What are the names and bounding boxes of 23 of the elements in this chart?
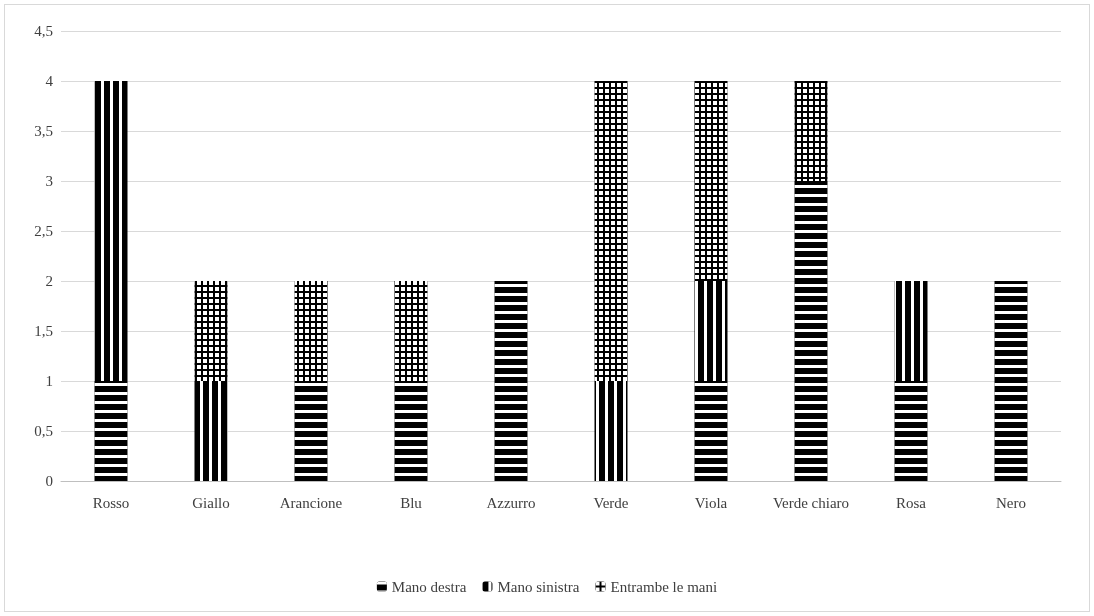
y-tick-label: 2 — [45, 273, 53, 289]
x-tick-label: Verde — [593, 494, 629, 511]
y-tick-label: 2,5 — [34, 223, 53, 239]
legend-label: Entrambe le mani — [610, 578, 718, 595]
x-tick-label: Giallo — [192, 494, 230, 511]
y-tick-label: 0 — [45, 473, 53, 489]
y-tick-label: 4,5 — [34, 23, 53, 39]
x-tick-label: Azzurro — [486, 494, 536, 511]
y-tick-label: 1,5 — [34, 323, 53, 339]
x-tick-label: Arancione — [279, 494, 343, 511]
y-tick-label: 0,5 — [34, 423, 53, 439]
legend-label: Mano sinistra — [497, 578, 580, 595]
legend-label: Mano destra — [391, 578, 467, 595]
y-tick-label: 4 — [45, 73, 54, 89]
x-tick-label: Verde chiaro — [772, 494, 850, 511]
x-tick-label: Rosa — [896, 494, 927, 511]
x-tick-label: Rosso — [92, 494, 130, 511]
y-tick-label: 3,5 — [34, 123, 53, 139]
y-tick-label: 3 — [45, 173, 53, 189]
x-tick-label: Blu — [400, 494, 423, 511]
x-tick-label: Viola — [694, 494, 728, 511]
x-tick-label: Nero — [996, 494, 1026, 511]
y-tick-label: 1 — [45, 373, 53, 389]
